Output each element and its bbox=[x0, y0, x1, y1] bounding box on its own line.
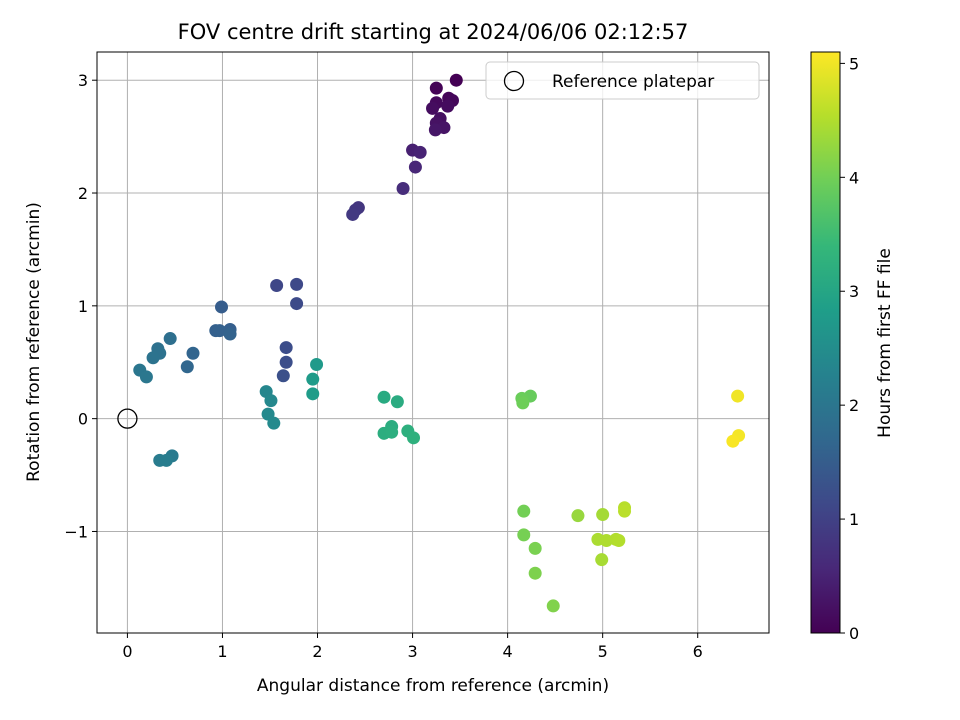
x-axis-label: Angular distance from reference (arcmin) bbox=[257, 676, 609, 696]
data-point bbox=[276, 369, 290, 383]
data-point bbox=[223, 327, 237, 341]
data-point bbox=[407, 431, 421, 445]
x-tick-label: 0 bbox=[122, 642, 132, 661]
x-tick-label: 6 bbox=[693, 642, 703, 661]
data-point bbox=[377, 390, 391, 404]
data-point bbox=[186, 346, 200, 360]
colorbar-gradient bbox=[810, 51, 841, 634]
data-point bbox=[596, 508, 610, 522]
data-point bbox=[546, 599, 560, 613]
legend: Reference platepar bbox=[485, 61, 760, 100]
data-point bbox=[346, 207, 360, 221]
y-tick-label: 2 bbox=[78, 184, 88, 203]
data-point bbox=[396, 182, 410, 196]
data-point bbox=[528, 566, 542, 580]
data-point bbox=[731, 389, 745, 403]
colorbar: 0 1 2 3 4 5 Hours from first FF file bbox=[810, 51, 895, 643]
colorbar-ticks: 0 1 2 3 4 5 bbox=[840, 54, 859, 643]
data-point bbox=[599, 533, 613, 547]
data-point bbox=[215, 300, 229, 314]
data-point bbox=[279, 355, 293, 369]
data-points bbox=[133, 73, 746, 613]
data-point bbox=[571, 509, 585, 523]
data-point bbox=[449, 73, 463, 87]
data-point bbox=[270, 279, 284, 293]
data-point bbox=[528, 541, 542, 555]
data-point bbox=[612, 533, 626, 547]
data-point bbox=[441, 99, 455, 113]
data-point bbox=[163, 332, 177, 346]
data-point bbox=[213, 324, 227, 338]
colorbar-tick-label: 0 bbox=[849, 624, 859, 643]
data-point bbox=[290, 277, 304, 291]
plot-frame bbox=[96, 51, 770, 634]
colorbar-tick-label: 4 bbox=[849, 168, 859, 187]
colorbar-tick-label: 1 bbox=[849, 510, 859, 529]
data-point bbox=[428, 123, 442, 137]
y-axis-label: Rotation from reference (arcmin) bbox=[24, 202, 44, 482]
data-point bbox=[310, 357, 324, 371]
y-axis-ticks: −1 0 1 2 3 bbox=[64, 71, 97, 541]
data-point bbox=[306, 372, 320, 386]
data-point bbox=[267, 416, 281, 430]
data-point bbox=[517, 504, 531, 518]
reference-marker bbox=[117, 408, 138, 429]
data-point bbox=[290, 297, 304, 311]
y-tick-label: 0 bbox=[78, 410, 88, 429]
data-point bbox=[517, 528, 531, 542]
data-point bbox=[139, 370, 153, 384]
data-point bbox=[726, 434, 740, 448]
data-point bbox=[426, 101, 440, 115]
colorbar-tick-label: 2 bbox=[849, 396, 859, 415]
data-point bbox=[429, 81, 443, 95]
data-point bbox=[595, 553, 609, 567]
legend-marker-reference bbox=[503, 70, 525, 92]
data-point bbox=[390, 395, 404, 409]
y-tick-label: 1 bbox=[78, 297, 88, 316]
data-point bbox=[618, 504, 632, 518]
legend-box bbox=[485, 61, 760, 100]
data-point bbox=[385, 425, 399, 439]
data-point bbox=[306, 387, 320, 401]
colorbar-label: Hours from first FF file bbox=[875, 248, 895, 438]
data-point bbox=[279, 341, 293, 355]
data-point bbox=[146, 351, 160, 365]
data-point bbox=[516, 396, 530, 410]
x-tick-label: 5 bbox=[598, 642, 608, 661]
x-tick-label: 1 bbox=[217, 642, 227, 661]
legend-label-reference: Reference platepar bbox=[552, 72, 714, 92]
colorbar-tick-label: 5 bbox=[849, 54, 859, 73]
chart-title: FOV centre drift starting at 2024/06/06 … bbox=[178, 20, 689, 44]
data-point bbox=[180, 360, 194, 374]
y-tick-label: −1 bbox=[64, 522, 88, 541]
reference-platepar-marker bbox=[117, 408, 138, 429]
data-point bbox=[413, 145, 427, 159]
data-point bbox=[159, 453, 173, 467]
x-axis-ticks: 0 1 2 3 4 5 6 bbox=[122, 633, 703, 661]
data-point bbox=[264, 394, 278, 408]
data-point bbox=[408, 160, 422, 174]
y-tick-label: 3 bbox=[78, 71, 88, 90]
colorbar-tick-label: 3 bbox=[849, 282, 859, 301]
x-tick-label: 2 bbox=[312, 642, 322, 661]
x-tick-label: 3 bbox=[407, 642, 417, 661]
grid-lines bbox=[97, 52, 769, 633]
x-tick-label: 4 bbox=[503, 642, 513, 661]
